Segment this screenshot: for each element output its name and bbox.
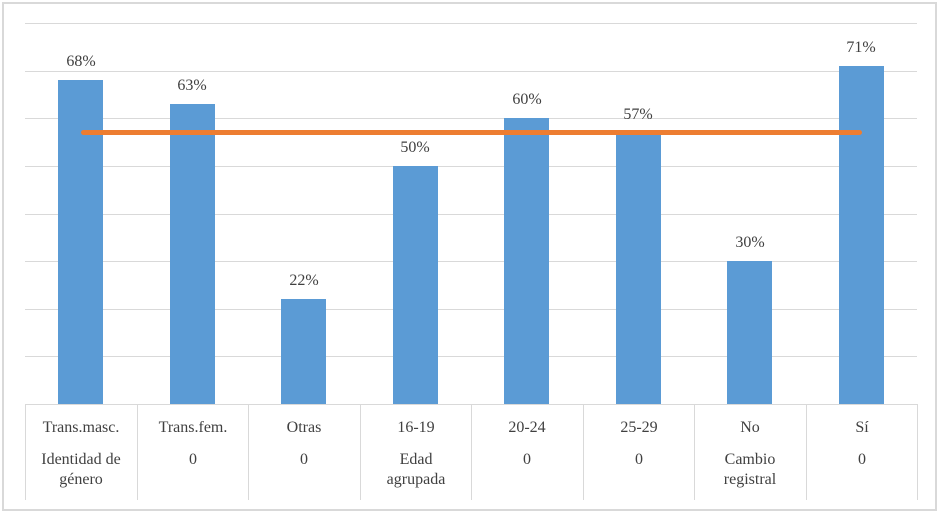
gridline-50 <box>25 166 917 167</box>
category-label-No: No <box>740 419 760 436</box>
value-label-No: 30% <box>735 234 765 251</box>
value-label-Trans.masc.: 68% <box>66 53 96 70</box>
bar-Trans.masc. <box>58 80 103 404</box>
value-label-16-19: 50% <box>400 139 430 156</box>
category-label-25-29: 25-29 <box>620 419 658 436</box>
group-label-5: 0 <box>635 451 643 468</box>
category-label-Trans.fem.: Trans.fem. <box>158 419 228 436</box>
group-label-7: 0 <box>858 451 866 468</box>
gridline-40 <box>25 214 917 215</box>
category-label-Sí: Sí <box>855 419 869 436</box>
gridline-80 <box>25 23 917 24</box>
axis-table-divider <box>248 404 249 500</box>
gridline-60 <box>25 118 917 119</box>
reference-line <box>81 130 862 135</box>
category-label-16-19: 16-19 <box>397 419 435 436</box>
value-label-25-29: 57% <box>623 106 653 123</box>
group-label-0: Identidad de género <box>41 451 121 488</box>
bar-No <box>727 261 772 404</box>
bar-20-24 <box>504 118 549 404</box>
group-label-2: 0 <box>300 451 308 468</box>
value-label-Trans.fem.: 63% <box>177 77 207 94</box>
axis-table-divider <box>25 404 26 500</box>
group-label-1: 0 <box>189 451 197 468</box>
axis-table-divider <box>917 404 918 500</box>
bar-Otras <box>281 299 326 404</box>
category-label-20-24: 20-24 <box>508 419 546 436</box>
axis-table-divider <box>806 404 807 500</box>
gridline-30 <box>25 261 917 262</box>
axis-table-divider <box>137 404 138 500</box>
bar-Sí <box>839 66 884 404</box>
gridline-20 <box>25 309 917 310</box>
bar-25-29 <box>616 133 661 404</box>
value-label-Otras: 22% <box>289 272 319 289</box>
bar-Trans.fem. <box>170 104 215 404</box>
group-label-6: Cambio registral <box>723 451 777 488</box>
gridline-70 <box>25 71 917 72</box>
axis-table-divider <box>471 404 472 500</box>
gridline-10 <box>25 356 917 357</box>
bar-16-19 <box>393 166 438 404</box>
axis-table-divider <box>694 404 695 500</box>
value-label-20-24: 60% <box>512 91 542 108</box>
axis-table-divider <box>583 404 584 500</box>
category-label-Trans.masc.: Trans.masc. <box>42 419 120 436</box>
group-label-4: 0 <box>523 451 531 468</box>
axis-table-divider <box>360 404 361 500</box>
value-label-Sí: 71% <box>846 39 876 56</box>
category-label-Otras: Otras <box>286 419 322 436</box>
group-label-3: Edad agrupada <box>386 451 446 488</box>
